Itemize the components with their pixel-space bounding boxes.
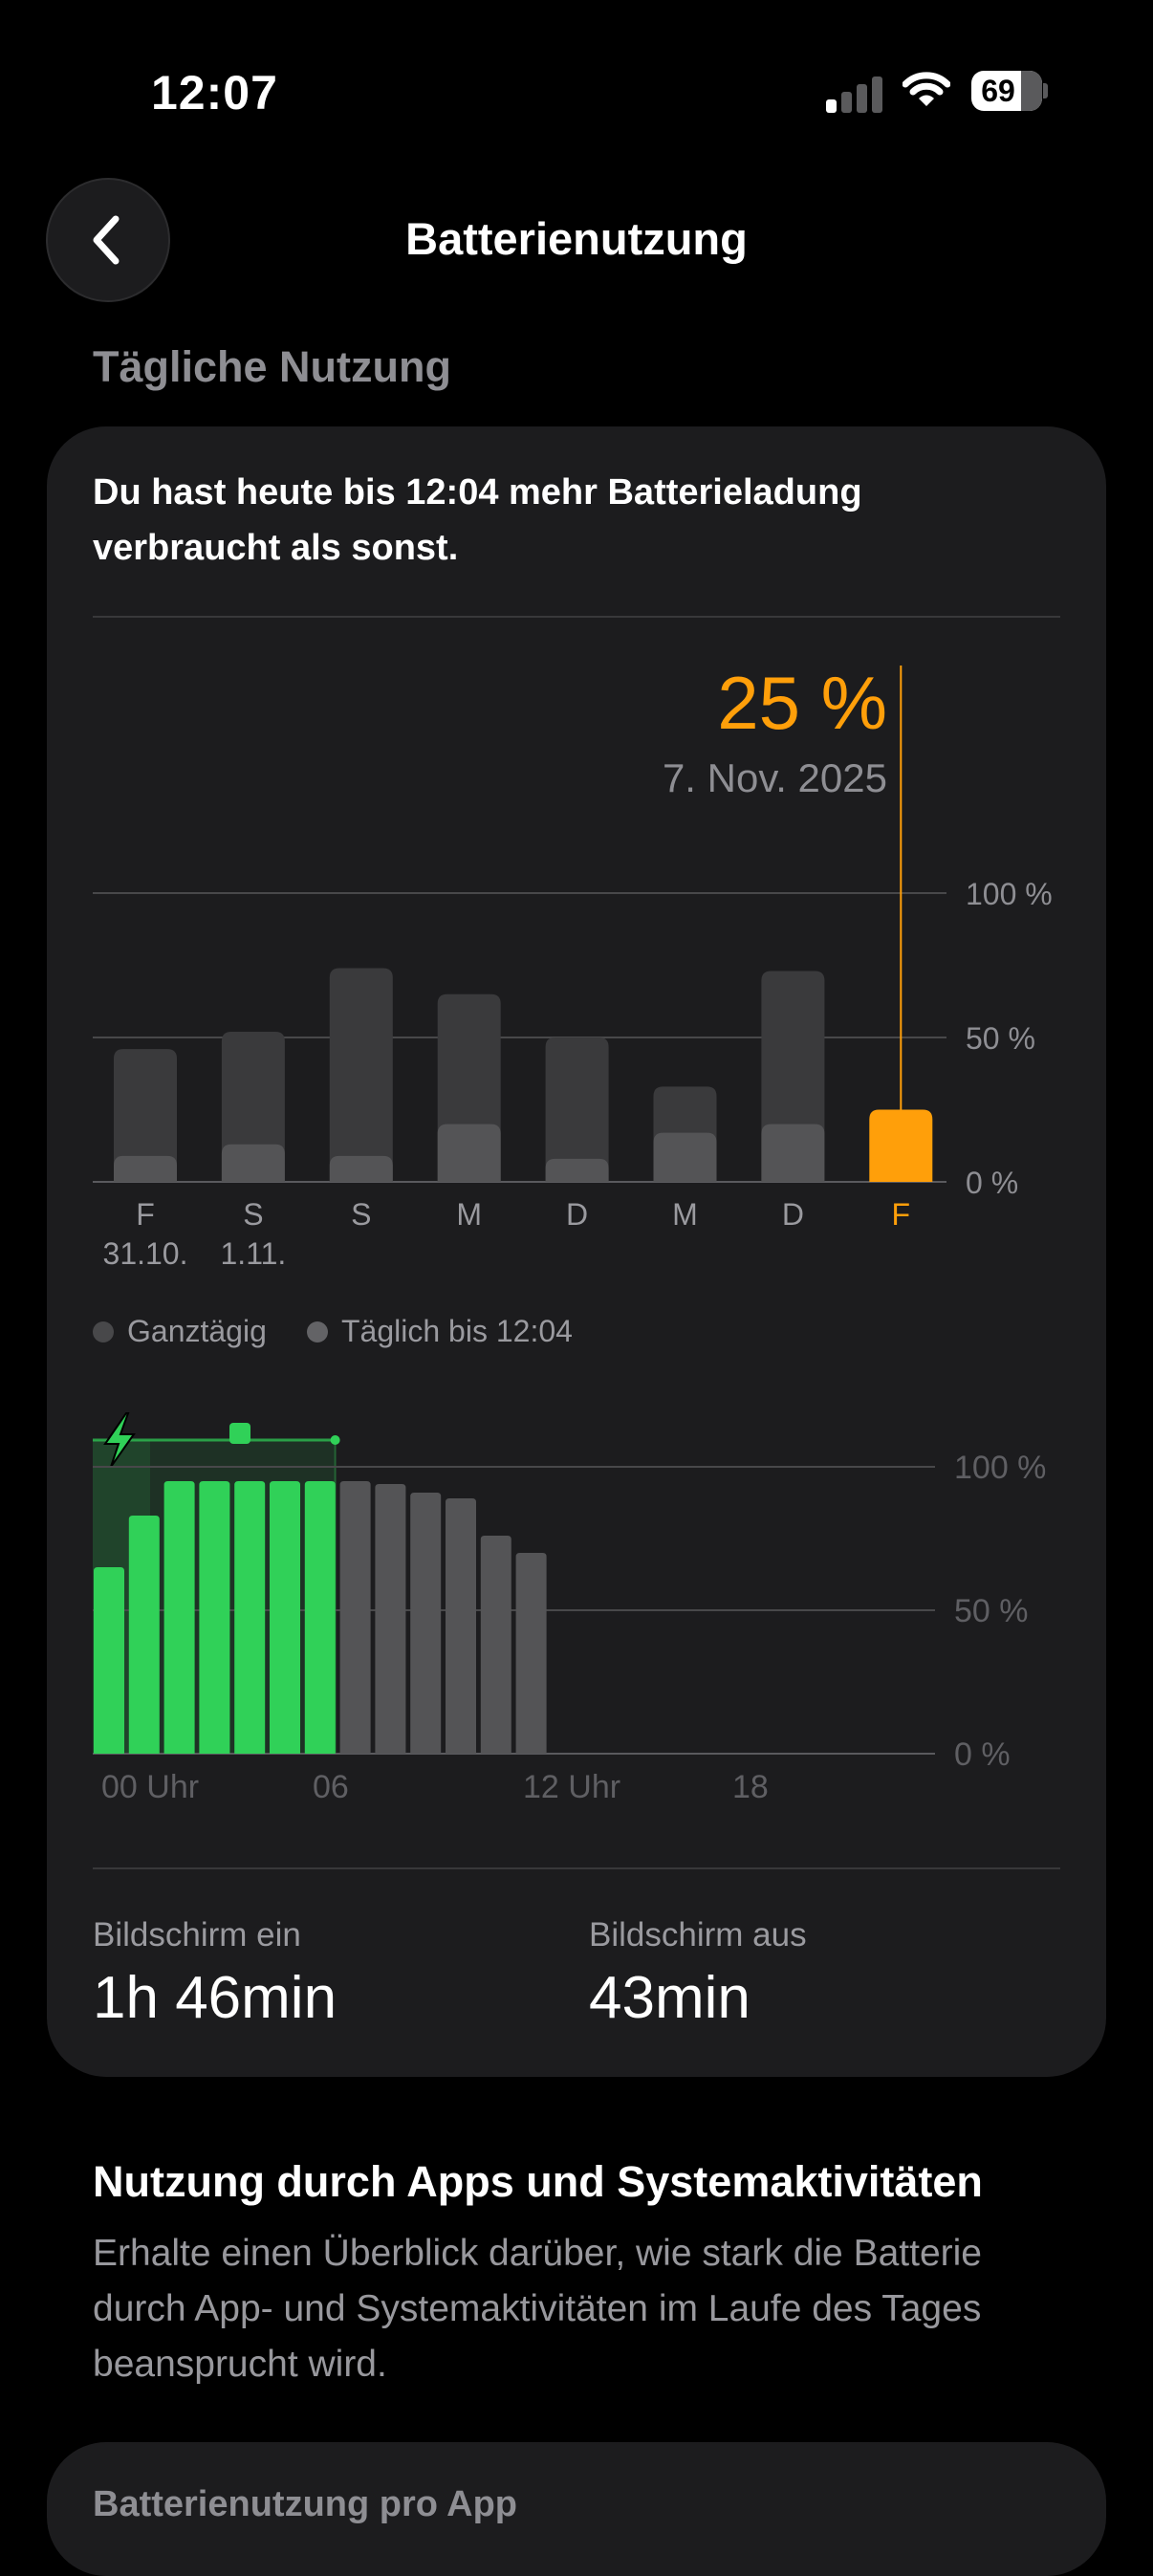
cellular-signal-icon [826,75,882,113]
hour-bar [446,1498,476,1754]
battery-icon: 69 [971,71,1048,111]
apps-section-description: Erhalte einen Überblick darüber, wie sta… [93,2233,982,2385]
screen-on-label: Bildschirm ein [93,1916,301,1954]
y-tick-label: 100 % [966,877,1053,911]
x-tick-label: 12 Uhr [523,1769,620,1805]
legend-all-day: Ganztägig [93,1314,267,1349]
charging-bolt-icon [103,1412,136,1468]
hour-bar [234,1481,266,1754]
charging-marker [229,1423,250,1444]
legend-label: Täglich bis 12:04 [341,1314,573,1348]
legend-swatch [307,1321,328,1343]
x-tick-label: 18 [732,1769,769,1805]
hour-bar [375,1484,406,1754]
x-tick-label: F [136,1197,155,1232]
wifi-icon [903,72,950,106]
daily-usage-card [47,426,1106,2077]
x-tick-label: D [566,1197,588,1232]
selected-value: 25 % [717,661,887,745]
y-tick-label: 0 % [954,1736,1011,1773]
x-tick-label: S [243,1197,263,1232]
back-button[interactable] [46,178,170,302]
divider [93,1867,1060,1869]
battery-level: 69 [981,74,1015,108]
page-title: Batterienutzung [405,213,748,264]
charging-end-dot [330,1435,340,1445]
y-tick-label: 100 % [954,1450,1046,1486]
day-bar-until-now [653,1132,717,1182]
x-tick-label: 06 [313,1769,349,1805]
screen-off-label: Bildschirm aus [589,1916,807,1954]
x-tick-label: F [892,1197,911,1232]
x-tick-label: S [351,1197,371,1232]
legend-swatch [93,1321,114,1343]
hour-bar [515,1553,547,1754]
hour-bar [270,1481,300,1754]
daily-usage-chart[interactable]: 100 % 50 % 0 % F 31.10. S 1.11. S M D M D F [0,0,1153,1281]
day-bar-until-now [761,1124,825,1182]
hour-bar [480,1536,511,1754]
divider [93,616,1060,618]
hour-bar [304,1481,336,1754]
day-bar-all-day [329,968,393,1182]
x-tick-label: 00 Uhr [101,1769,199,1805]
hour-bar [94,1567,124,1754]
legend-label: Ganztägig [127,1314,267,1348]
status-time: 12:07 [151,66,278,120]
usage-message: Du hast heute bis 12:04 mehr Batterielad… [93,472,862,568]
app-usage-card-title: Batterienutzung pro App [93,2484,517,2524]
day-bar-until-now [437,1124,501,1182]
hourly-battery-chart[interactable]: 100 % 50 % 0 % 00 Uhr 06 12 Uhr 18 [0,1377,1153,1817]
day-bar-until-now [545,1158,609,1182]
day-bar-until-now [114,1155,177,1182]
x-tick-label: M [672,1197,698,1232]
x-date-label: 1.11. [221,1236,287,1271]
day-bar-selected [869,1109,933,1182]
apps-section-title: Nutzung durch Apps und Systemaktivitäten [93,2157,983,2206]
x-tick-label: M [456,1197,482,1232]
chevron-left-icon [93,215,120,265]
x-tick-label: D [782,1197,804,1232]
screen-off-value: 43min [589,1965,751,2031]
hour-bar [199,1481,230,1754]
hour-bar [410,1493,442,1754]
hour-bar [163,1481,195,1754]
day-bar-until-now [329,1155,393,1182]
day-bar-all-day [114,1049,177,1182]
daily-usage-heading: Tägliche Nutzung [93,342,451,391]
legend-until-now: Täglich bis 12:04 [307,1314,573,1349]
y-tick-label: 0 % [966,1166,1018,1200]
hour-bar [128,1516,160,1754]
y-tick-label: 50 % [954,1593,1029,1629]
selected-date: 7. Nov. 2025 [662,755,887,800]
screen-on-value: 1h 46min [93,1965,337,2031]
day-bar-all-day [545,1037,609,1182]
x-date-label: 31.10. [103,1236,188,1271]
day-bar-until-now [221,1144,285,1182]
hour-bar [339,1481,371,1754]
y-tick-label: 50 % [966,1021,1035,1056]
